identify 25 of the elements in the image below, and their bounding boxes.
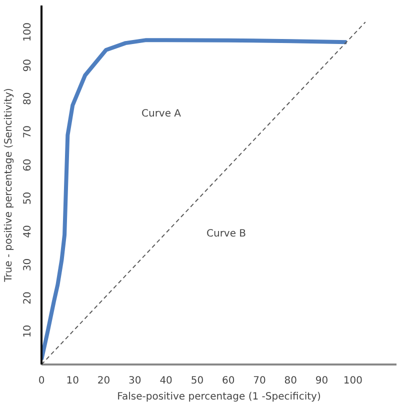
x-tick-label: 30	[128, 376, 142, 386]
x-tick-label: 0	[38, 376, 45, 386]
x-tick-label: 80	[284, 376, 297, 386]
y-tick-label: 50	[22, 192, 34, 205]
x-tick-label: 100	[343, 376, 362, 386]
x-tick-label: 10	[66, 376, 80, 386]
x-axis-title: False-positive percentage (1 -Specificity)	[117, 392, 321, 402]
annotation: Curve A	[142, 108, 182, 120]
y-tick-label: 40	[22, 225, 34, 238]
x-tick-label: 50	[190, 376, 204, 386]
y-tick-label: 60	[22, 158, 34, 172]
y-tick-label: 70	[22, 125, 34, 138]
x-tick-label: 20	[97, 376, 110, 386]
y-tick-label: 10	[22, 324, 34, 338]
annotation: Curve B	[206, 228, 246, 240]
y-tick-label: 30	[22, 258, 34, 272]
y-tick-label: 100	[22, 22, 34, 42]
y-axis-title: True - positive percentage (Sencitivity)	[4, 88, 14, 283]
x-tick-label: 90	[315, 376, 328, 386]
x-tick-label: 60	[222, 376, 235, 386]
x-tick-label: 70	[253, 376, 266, 386]
y-tick-label: 80	[22, 92, 34, 105]
y-tick-label: 20	[22, 292, 34, 304]
y-tick-label: 90	[22, 58, 34, 72]
x-tick-label: 40	[160, 376, 172, 386]
